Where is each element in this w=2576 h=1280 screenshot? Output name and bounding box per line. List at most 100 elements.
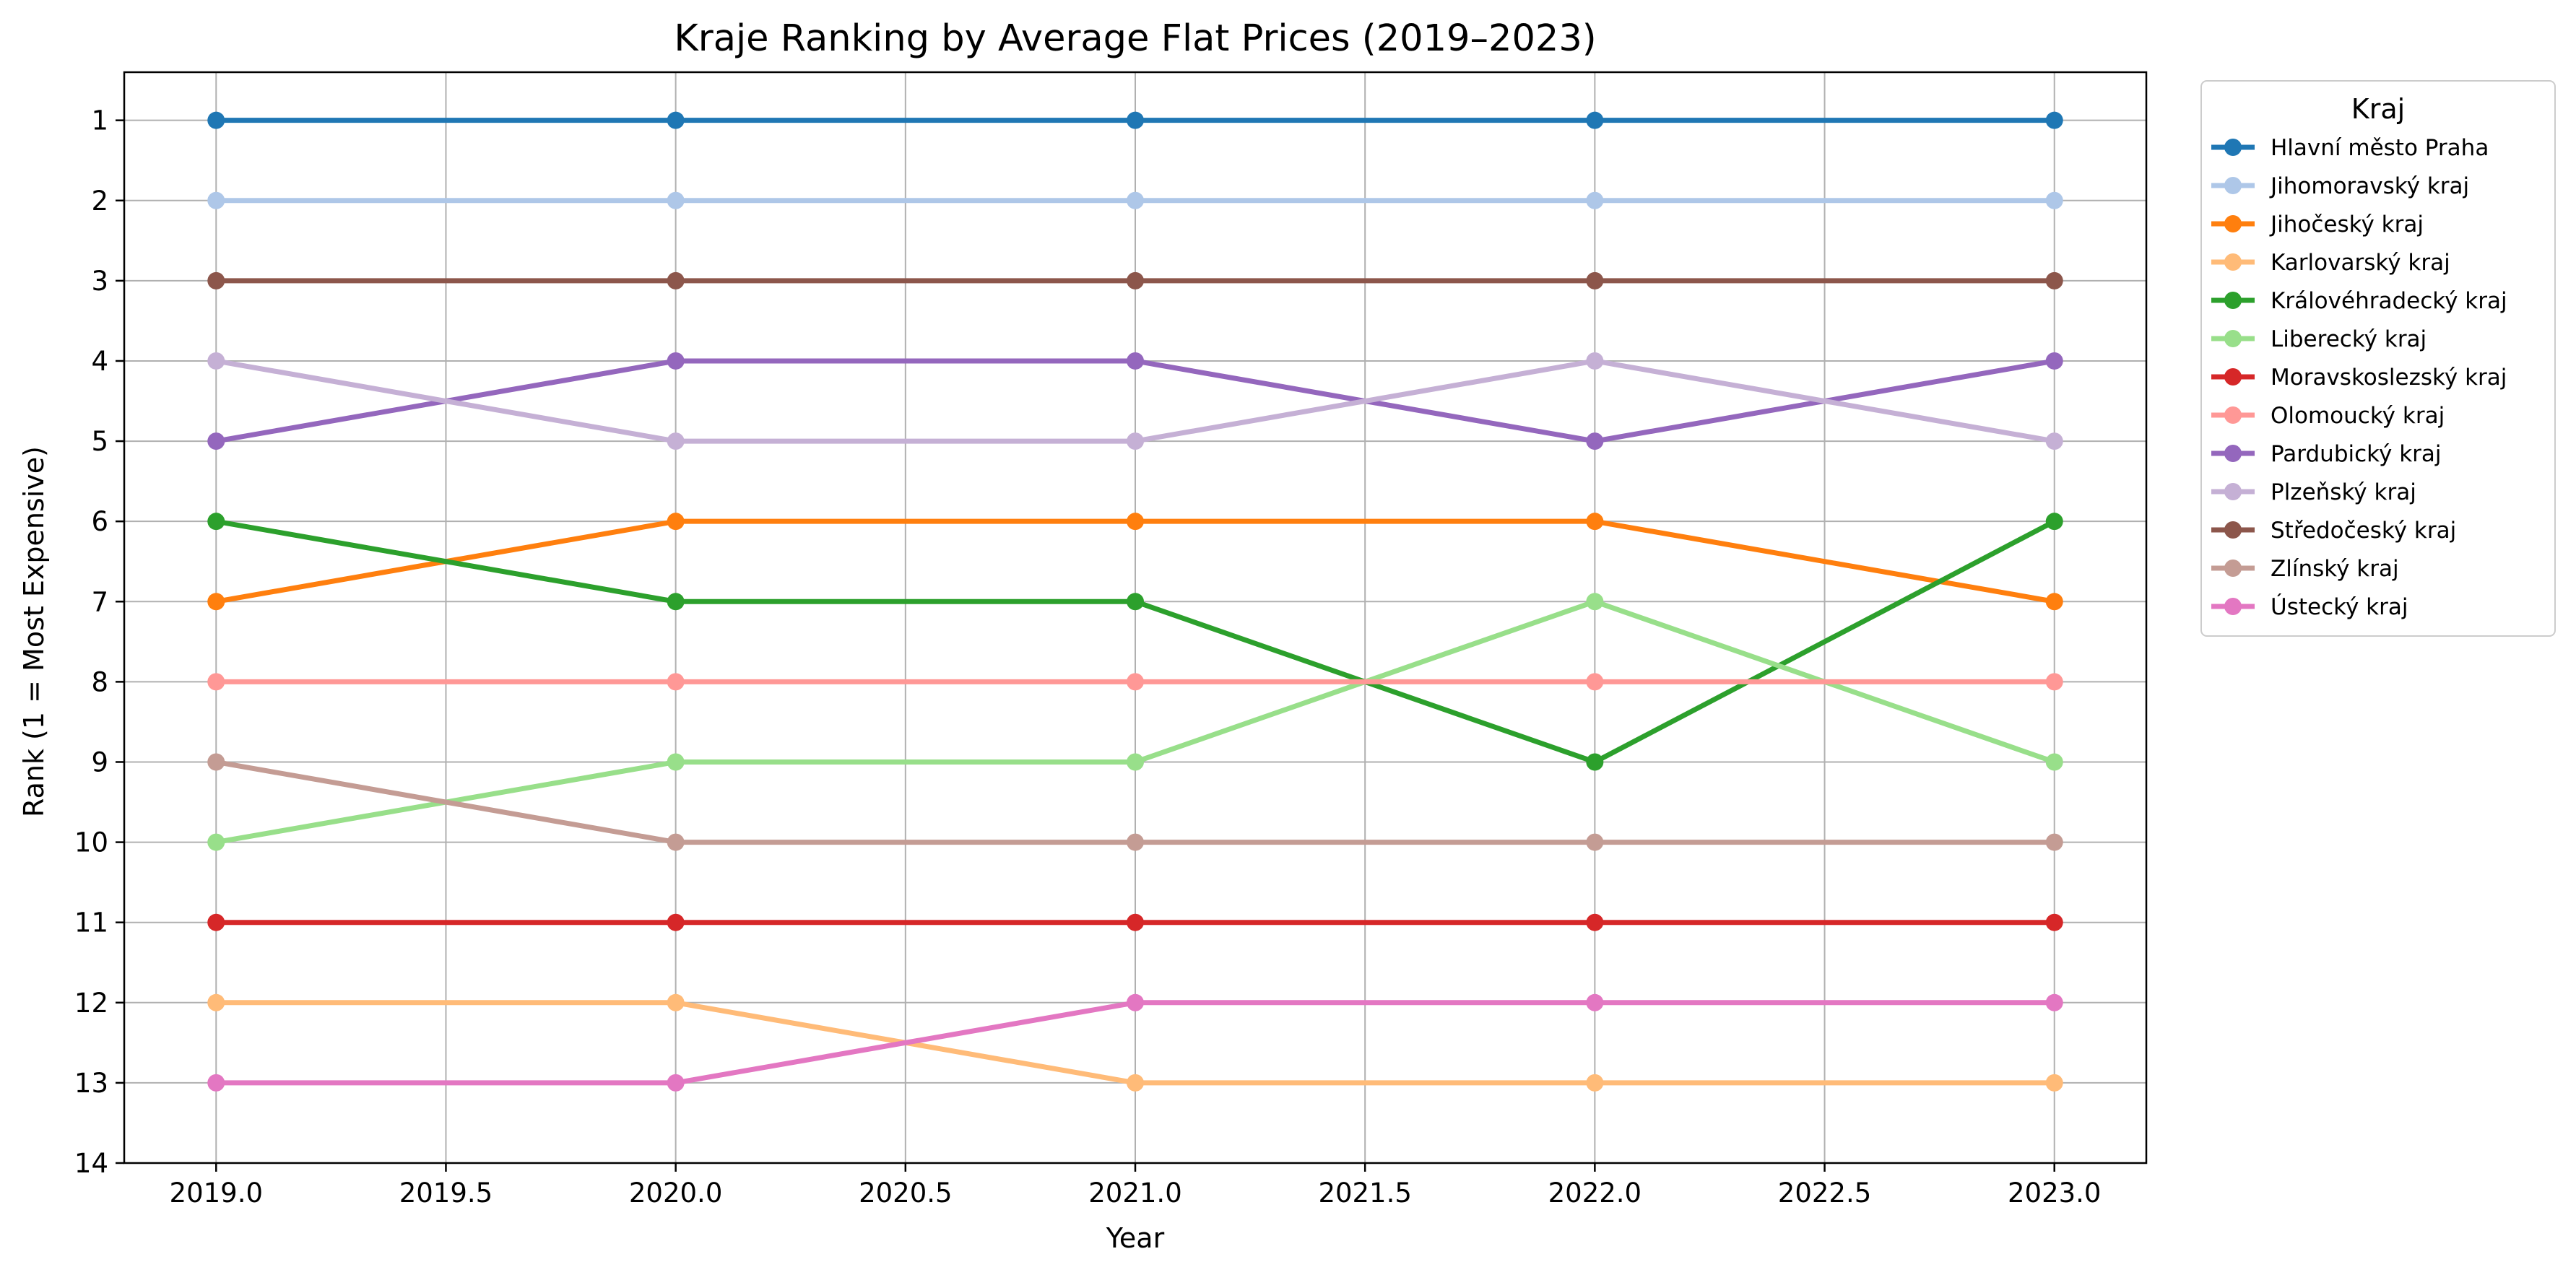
data-point	[667, 1074, 685, 1092]
legend-swatch-marker	[2224, 215, 2242, 232]
data-point	[207, 833, 225, 851]
data-point	[667, 673, 685, 691]
data-point	[207, 191, 225, 209]
legend-label: Olomoucký kraj	[2271, 403, 2445, 429]
legend-entry: Liberecký kraj	[2211, 326, 2427, 352]
data-point	[2045, 1074, 2063, 1092]
legend-entries: Hlavní město Praha Jihomoravský kraj Jihoč…	[2211, 135, 2507, 620]
legend-label: Jihomoravský kraj	[2269, 173, 2469, 199]
legend-entry: Plzeňský kraj	[2211, 479, 2416, 505]
data-point	[2045, 513, 2063, 531]
data-point	[1127, 673, 1144, 691]
y-axis-label: Rank (1 = Most Expensive)	[18, 446, 50, 817]
x-tick-label: 2023.0	[2008, 1177, 2101, 1209]
data-point	[1586, 753, 1604, 771]
data-point	[1586, 1074, 1604, 1092]
legend-label: Plzeňský kraj	[2271, 479, 2416, 505]
data-point	[667, 271, 685, 289]
x-tick-label: 2019.5	[399, 1177, 493, 1209]
data-point	[207, 352, 225, 370]
series-2	[207, 513, 2063, 611]
data-point	[207, 432, 225, 450]
data-point	[2045, 432, 2063, 450]
data-point	[1127, 753, 1144, 771]
series-7	[207, 673, 2063, 691]
data-point	[1127, 432, 1144, 450]
series-3	[207, 993, 2063, 1092]
data-point	[667, 191, 685, 209]
data-point	[667, 352, 685, 370]
legend-label: Karlovarský kraj	[2271, 250, 2450, 276]
legend-label: Pardubický kraj	[2271, 441, 2442, 467]
x-tick-label: 2021.0	[1088, 1177, 1181, 1209]
legend-entry: Karlovarský kraj	[2211, 250, 2450, 276]
data-point	[2045, 833, 2063, 851]
x-tick-label: 2019.0	[170, 1177, 263, 1209]
data-point	[1586, 593, 1604, 611]
y-tick-label: 9	[91, 746, 108, 778]
legend-entry: Ústecký kraj	[2211, 593, 2408, 620]
data-point	[1127, 271, 1144, 289]
data-point	[667, 432, 685, 450]
legend-title: Kraj	[2351, 93, 2405, 125]
legend-swatch-marker	[2224, 177, 2242, 194]
data-point	[667, 753, 685, 771]
legend-entry: Zlínský kraj	[2211, 556, 2399, 582]
data-point	[1127, 352, 1144, 370]
legend-swatch-marker	[2224, 445, 2242, 462]
legend-swatch-marker	[2224, 598, 2242, 615]
data-point	[667, 833, 685, 851]
data-point	[667, 593, 685, 611]
legend-swatch-marker	[2224, 560, 2242, 577]
y-tick-label: 6	[91, 506, 108, 537]
data-point	[207, 1074, 225, 1092]
x-tick-label: 2022.5	[1778, 1177, 1871, 1209]
legend-swatch-marker	[2224, 139, 2242, 156]
y-tick-label: 11	[74, 907, 108, 939]
data-point	[1127, 191, 1144, 209]
data-point	[1586, 271, 1604, 289]
legend: Kraj Hlavní město Praha Jihomoravský kraj…	[2200, 80, 2556, 637]
data-point	[1127, 513, 1144, 531]
legend-label: Ústecký kraj	[2271, 593, 2408, 620]
legend-entry: Moravskoslezský kraj	[2211, 365, 2507, 391]
legend-entry: Olomoucký kraj	[2211, 403, 2445, 429]
legend-swatch-marker	[2224, 521, 2242, 539]
legend-label: Zlínský kraj	[2271, 556, 2399, 582]
data-point	[207, 673, 225, 691]
legend-label: Královéhradecký kraj	[2271, 288, 2507, 314]
data-point	[2045, 753, 2063, 771]
y-tick-label: 2	[91, 186, 108, 217]
y-tick-label: 1	[91, 105, 108, 136]
data-point	[207, 753, 225, 771]
legend-label: Liberecký kraj	[2271, 326, 2427, 352]
data-point	[667, 111, 685, 129]
data-point	[1586, 352, 1604, 370]
data-point	[2045, 352, 2063, 370]
y-tick-label: 8	[91, 666, 108, 697]
data-point	[1586, 191, 1604, 209]
data-point	[2045, 913, 2063, 931]
y-tick-label: 10	[74, 827, 108, 858]
data-point	[1127, 833, 1144, 851]
legend-entry: Královéhradecký kraj	[2211, 288, 2507, 314]
data-point	[207, 111, 225, 129]
data-point	[667, 993, 685, 1011]
x-tick-label: 2021.5	[1318, 1177, 1411, 1209]
data-point	[667, 513, 685, 531]
legend-entry: Hlavní město Praha	[2211, 135, 2489, 161]
data-point	[207, 593, 225, 611]
data-point	[2045, 191, 2063, 209]
x-tick-label: 2020.5	[859, 1177, 952, 1209]
legend-entry: Pardubický kraj	[2211, 441, 2442, 467]
data-point	[1127, 1074, 1144, 1092]
data-point	[1586, 432, 1604, 450]
y-tick-label: 7	[91, 586, 108, 617]
data-point	[2045, 111, 2063, 129]
data-point	[2045, 271, 2063, 289]
data-point	[2045, 673, 2063, 691]
x-tick-label: 2022.0	[1548, 1177, 1642, 1209]
